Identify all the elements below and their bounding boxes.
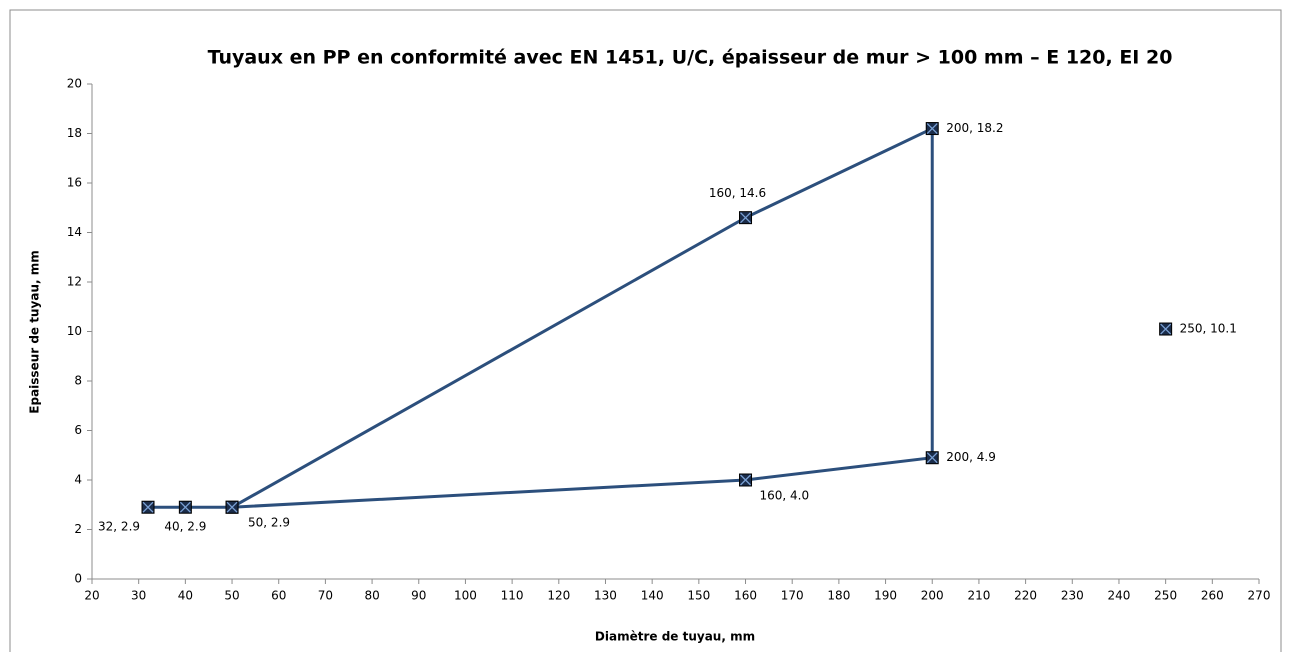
x-tick-label: 30	[131, 589, 146, 603]
y-tick-label: 4	[74, 473, 82, 487]
y-tick-label: 18	[67, 126, 82, 140]
x-tick-label: 260	[1201, 589, 1224, 603]
marker-part	[926, 452, 938, 464]
x-tick-label: 160	[734, 589, 757, 603]
x-tick-label: 110	[501, 589, 524, 603]
data-label: 160, 4.0	[760, 489, 810, 503]
marker-part	[142, 501, 154, 513]
x-tick-label: 50	[224, 589, 239, 603]
data-label: 32, 2.9	[98, 520, 140, 534]
x-tick-label: 140	[641, 589, 664, 603]
marker-part	[926, 123, 938, 135]
y-tick-label: 0	[74, 572, 82, 586]
x-tick-label: 130	[594, 589, 617, 603]
x-tick-label: 230	[1061, 589, 1084, 603]
data-label: 160, 14.6	[709, 186, 766, 200]
marker-part	[179, 501, 191, 513]
x-tick-label: 150	[687, 589, 710, 603]
y-tick-label: 14	[67, 225, 82, 239]
x-tick-label: 70	[318, 589, 333, 603]
x-tick-label: 40	[178, 589, 193, 603]
marker	[739, 211, 753, 225]
y-tick-label: 2	[74, 522, 82, 536]
y-axis-label: Epaisseur de tuyau, mm	[28, 250, 42, 413]
marker	[925, 122, 939, 136]
y-tick-label: 10	[67, 324, 82, 338]
x-tick-label: 250	[1154, 589, 1177, 603]
x-tick-label: 170	[781, 589, 804, 603]
data-label: 50, 2.9	[248, 516, 290, 530]
marker-part	[226, 501, 238, 513]
x-axis-label: Diamètre de tuyau, mm	[595, 630, 755, 644]
y-tick-label: 6	[74, 423, 82, 437]
marker-part	[740, 212, 751, 224]
x-tick-label: 100	[454, 589, 477, 603]
data-label: 250, 10.1	[1180, 322, 1237, 336]
y-tick-label: 16	[67, 176, 82, 190]
data-label: 40, 2.9	[164, 520, 206, 534]
x-tick-label: 120	[547, 589, 570, 603]
x-tick-label: 240	[1108, 589, 1131, 603]
chart-border	[9, 9, 1282, 656]
marker-part	[1160, 323, 1172, 335]
series-line	[148, 126, 934, 509]
marker	[225, 500, 239, 514]
x-tick-label: 210	[967, 589, 990, 603]
y-tick-label: 8	[74, 374, 82, 388]
marker	[178, 500, 192, 514]
y-tick-label: 20	[67, 77, 82, 91]
marker-part	[740, 474, 751, 486]
x-tick-label: 60	[271, 589, 286, 603]
marker	[739, 473, 753, 487]
x-tick-label: 20	[84, 589, 99, 603]
marker	[1159, 322, 1173, 336]
data-label: 200, 4.9	[946, 450, 996, 464]
marker	[925, 451, 939, 465]
x-tick-label: 220	[1014, 589, 1037, 603]
x-tick-label: 90	[411, 589, 426, 603]
data-label: 200, 18.2	[946, 121, 1003, 135]
marker	[141, 500, 155, 514]
x-tick-label: 270	[1248, 589, 1271, 603]
chart-title: Tuyaux en PP en conformité avec EN 1451,…	[208, 47, 1173, 69]
x-tick-label: 200	[921, 589, 944, 603]
x-tick-label: 80	[364, 589, 379, 603]
x-tick-label: 190	[874, 589, 897, 603]
y-tick-label: 12	[67, 275, 82, 289]
x-tick-label: 180	[827, 589, 850, 603]
